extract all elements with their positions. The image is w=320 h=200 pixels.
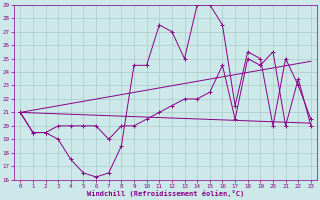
X-axis label: Windchill (Refroidissement éolien,°C): Windchill (Refroidissement éolien,°C): [87, 190, 244, 197]
